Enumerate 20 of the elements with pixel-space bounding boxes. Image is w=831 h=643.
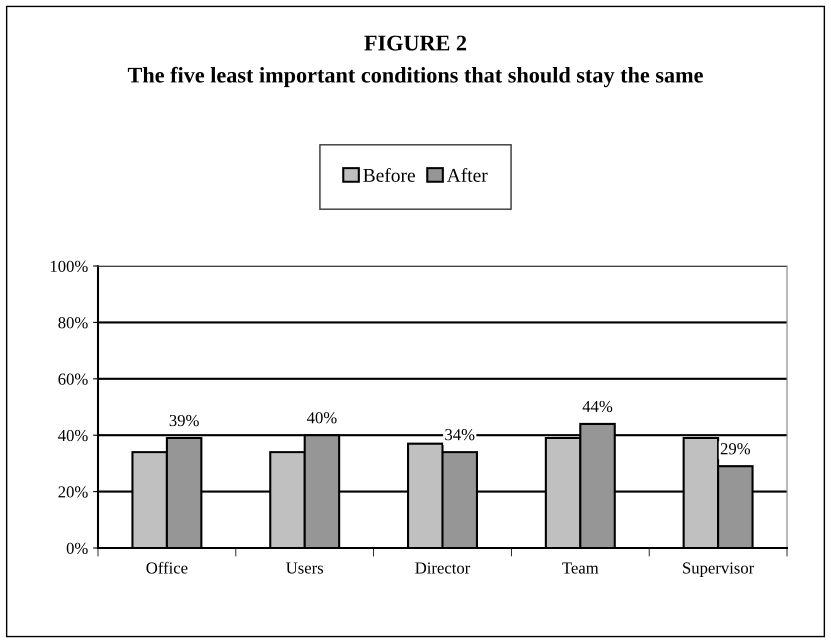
data-label: 29%: [720, 443, 750, 454]
data-label: 39%: [170, 414, 199, 426]
y-tick-label: 60%: [58, 374, 88, 385]
data-label: 44%: [582, 400, 612, 412]
legend-label: After: [446, 168, 488, 182]
legend-label: Before: [363, 168, 415, 182]
x-tick-label: Users: [286, 562, 324, 574]
y-tick-label: 0%: [66, 542, 88, 554]
y-tick-label: 80%: [58, 317, 88, 328]
chart-title: FIGURE 2: [364, 36, 466, 51]
x-tick-label: Supervisor: [683, 562, 754, 578]
x-tick-label: Team: [562, 562, 598, 574]
chart-subtitle: The five least important conditions that should stay the same: [128, 66, 703, 88]
x-tick-label: Office: [146, 562, 188, 574]
y-tick-label: 100%: [50, 260, 88, 272]
y-tick-label: 20%: [58, 486, 88, 498]
x-tick-label: Director: [415, 562, 470, 574]
data-label: 34%: [445, 429, 474, 440]
y-tick-label: 40%: [58, 430, 88, 442]
data-label: 40%: [306, 412, 337, 424]
